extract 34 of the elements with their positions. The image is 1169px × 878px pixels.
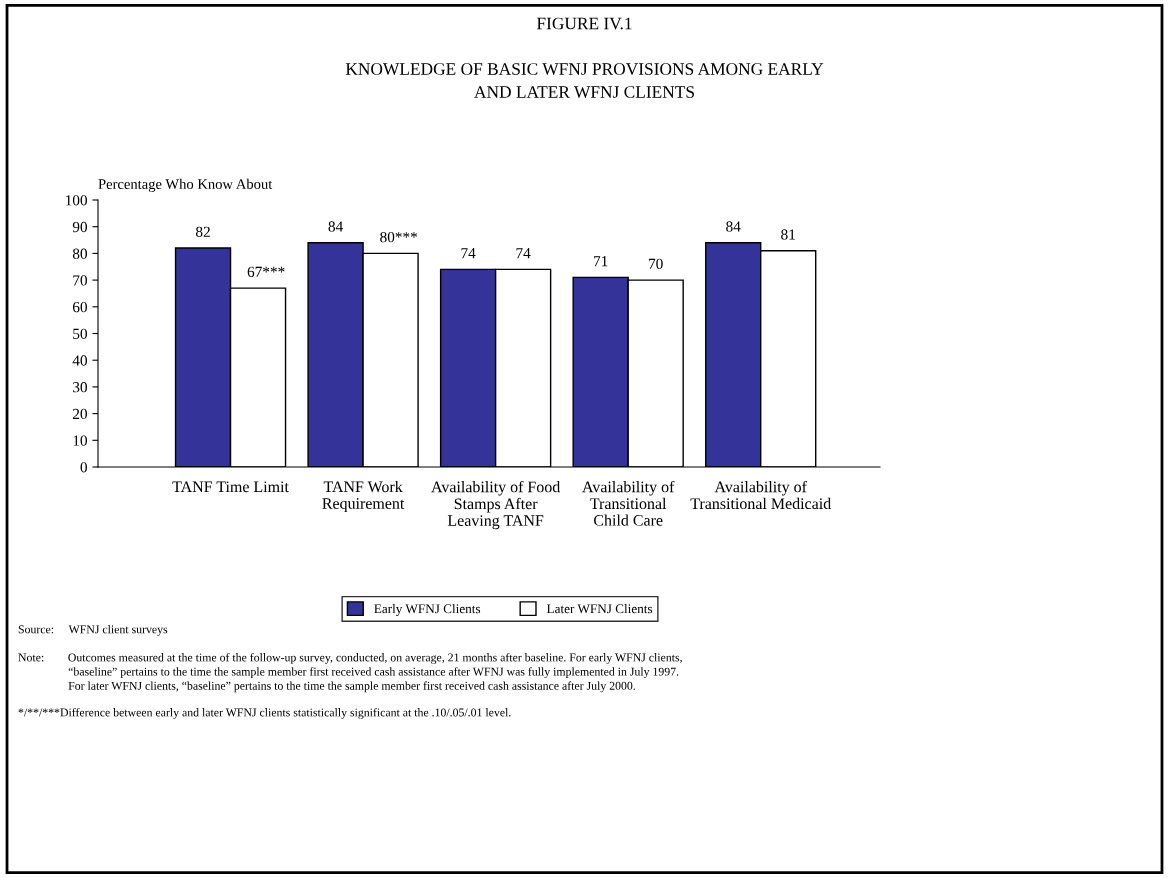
y-tick-label: 30 (73, 382, 87, 393)
data-label: 80*** (380, 231, 418, 243)
chart-subtitle: KNOWLEDGE OF BASIC WFNJ PROVISIONS AMONG EARLY AND LATER WFNJ CLIENTS (345, 63, 824, 98)
text: Note: Outcomes measured at the time of the follow-up survey, conducted, on average, 21 months after baseline. For early WFNJ clients, “baseline” pertains to the time the sample member first received cash assistance after WFNJ was fully implemented in July 1997. For later WFNJ clients, “baseline” pertains to the time the sample member first received cash assistance after July 2000. (18, 653, 682, 693)
data-label: 84 (328, 221, 343, 232)
x-tick-label: TANF Time Limit (172, 481, 289, 493)
data-label: 81 (781, 229, 795, 240)
y-tick-label: 60 (72, 301, 87, 313)
x-tick-label: Availability of Transitional Medicaid (690, 480, 831, 510)
y-tick-label: 100 (66, 195, 87, 206)
y-tick-label: 50 (73, 328, 87, 339)
y-tick-label: 20 (72, 408, 87, 420)
y-tick-label: 80 (72, 248, 87, 259)
y-tick-label: 90 (72, 221, 87, 233)
y-tick-label: 70 (73, 275, 87, 286)
x-tick-label: Availability of Food Stamps After Leaving TANF (431, 480, 561, 530)
x-tick-label: TANF Work Requirement (322, 480, 405, 513)
legend-label: Later WFNJ Clients (546, 603, 653, 614)
legend-label: Early WFNJ Clients (374, 603, 481, 616)
x-tick-label: Availability of Transitional Child Care (582, 480, 675, 526)
data-label: 74 (516, 248, 531, 259)
data-label: 67*** (247, 266, 285, 277)
source-note: Source: WFNJ client surveys (18, 625, 168, 636)
data-label: 84 (726, 221, 741, 232)
y-tick-label: 0 (80, 462, 87, 473)
data-label: 71 (594, 256, 608, 267)
y-tick-label: 10 (73, 435, 87, 446)
data-label: 70 (649, 258, 663, 269)
chart-title: FIGURE IV.1 (536, 17, 632, 30)
data-label: 74 (461, 248, 476, 259)
y-tick-label: 40 (72, 355, 87, 366)
text: */**/***Difference between early and later WFNJ clients statistically significant at the .10/.05/.01 level. (18, 708, 511, 719)
data-label: 82 (195, 226, 210, 237)
y-axis-title: Percentage Who Know About (98, 178, 273, 192)
